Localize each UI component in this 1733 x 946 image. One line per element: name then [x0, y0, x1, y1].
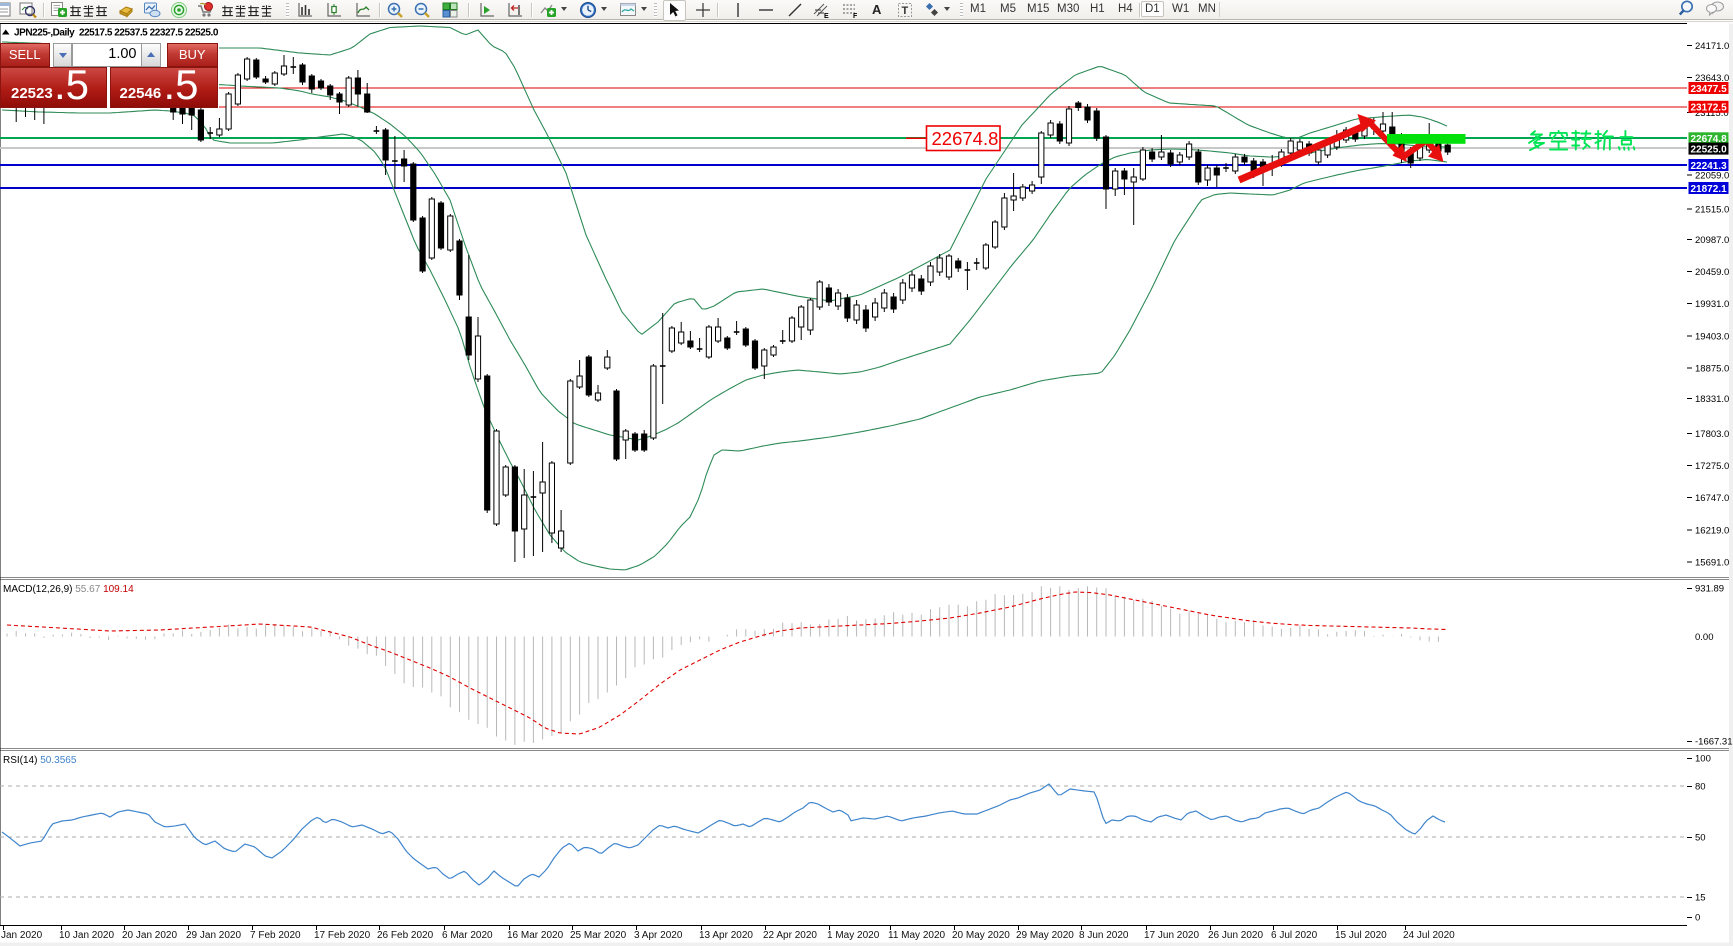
svg-text:23643.0: 23643.0 [1695, 73, 1729, 84]
svg-text:20459.0: 20459.0 [1695, 267, 1729, 278]
svg-text:T: T [902, 5, 909, 17]
svg-text:22 Apr 2020: 22 Apr 2020 [763, 930, 817, 941]
svg-text:16747.0: 16747.0 [1695, 493, 1729, 504]
svg-text:29 May 2020: 29 May 2020 [1016, 930, 1074, 941]
svg-text:22059.0: 22059.0 [1695, 171, 1729, 182]
svg-text:17 Jun 2020: 17 Jun 2020 [1144, 930, 1199, 941]
svg-text:21515.0: 21515.0 [1695, 205, 1729, 216]
svg-text:0: 0 [1695, 913, 1700, 924]
svg-text:24171.0: 24171.0 [1695, 41, 1729, 52]
svg-text:15: 15 [1695, 893, 1706, 904]
svg-text:26 Jun 2020: 26 Jun 2020 [1208, 930, 1263, 941]
svg-text:22241.3: 22241.3 [1691, 161, 1728, 172]
svg-text:3 Apr 2020: 3 Apr 2020 [634, 930, 683, 941]
svg-text:26 Feb 2020: 26 Feb 2020 [377, 930, 434, 941]
svg-text:6 Jul 2020: 6 Jul 2020 [1271, 930, 1318, 941]
svg-text:13 Apr 2020: 13 Apr 2020 [699, 930, 753, 941]
svg-text:22674.8: 22674.8 [1691, 134, 1728, 145]
svg-text:F: F [853, 13, 858, 19]
svg-text:-1667.31: -1667.31 [1695, 737, 1733, 748]
svg-text:80: 80 [1695, 782, 1706, 793]
svg-text:23477.5: 23477.5 [1691, 84, 1728, 95]
svg-text:10 Jan 2020: 10 Jan 2020 [59, 930, 114, 941]
svg-text:29 Jan 2020: 29 Jan 2020 [186, 930, 241, 941]
svg-text:17803.0: 17803.0 [1695, 429, 1729, 440]
svg-text:25 Mar 2020: 25 Mar 2020 [570, 930, 627, 941]
svg-text:24 Jul 2020: 24 Jul 2020 [1403, 930, 1455, 941]
svg-text:JPN225-,Daily 22517.5 22537.5: JPN225-,Daily 22517.5 22537.5 22327.5 22… [14, 28, 219, 39]
svg-text:20987.0: 20987.0 [1695, 235, 1729, 246]
svg-text:RSI(14) 50.3565: RSI(14) 50.3565 [3, 755, 77, 766]
svg-text:23172.5: 23172.5 [1691, 103, 1728, 114]
svg-text:Jan 2020: Jan 2020 [1, 930, 43, 941]
svg-text:15691.0: 15691.0 [1695, 557, 1729, 568]
svg-text:16219.0: 16219.0 [1695, 525, 1729, 536]
svg-text:20 Jan 2020: 20 Jan 2020 [122, 930, 177, 941]
svg-text:16 Mar 2020: 16 Mar 2020 [507, 930, 564, 941]
svg-text:6 Mar 2020: 6 Mar 2020 [442, 930, 493, 941]
svg-text:11 May 2020: 11 May 2020 [888, 930, 946, 941]
svg-text:E: E [824, 13, 829, 19]
svg-text:21872.1: 21872.1 [1691, 184, 1728, 195]
svg-text:23115.0: 23115.0 [1695, 108, 1729, 119]
svg-text:18331.0: 18331.0 [1695, 394, 1729, 405]
svg-text:19403.0: 19403.0 [1695, 331, 1729, 342]
svg-text:20 May 2020: 20 May 2020 [952, 930, 1010, 941]
svg-text:19931.0: 19931.0 [1695, 299, 1729, 310]
svg-text:22525.0: 22525.0 [1691, 144, 1728, 155]
svg-text:0.00: 0.00 [1695, 632, 1714, 643]
svg-text:931.89: 931.89 [1695, 584, 1724, 595]
svg-text:7 Feb 2020: 7 Feb 2020 [250, 930, 301, 941]
svg-text:17275.0: 17275.0 [1695, 461, 1729, 472]
svg-text:1 May 2020: 1 May 2020 [827, 930, 880, 941]
svg-text:18875.0: 18875.0 [1695, 364, 1729, 375]
svg-text:50: 50 [1695, 833, 1706, 844]
svg-text:17 Feb 2020: 17 Feb 2020 [314, 930, 371, 941]
svg-text:22674.8: 22674.8 [932, 128, 999, 149]
svg-text:8 Jun 2020: 8 Jun 2020 [1079, 930, 1129, 941]
svg-text:15 Jul 2020: 15 Jul 2020 [1335, 930, 1387, 941]
svg-text:100: 100 [1695, 754, 1711, 765]
svg-text:MACD(12,26,9) 55.67 109.14: MACD(12,26,9) 55.67 109.14 [3, 584, 134, 595]
